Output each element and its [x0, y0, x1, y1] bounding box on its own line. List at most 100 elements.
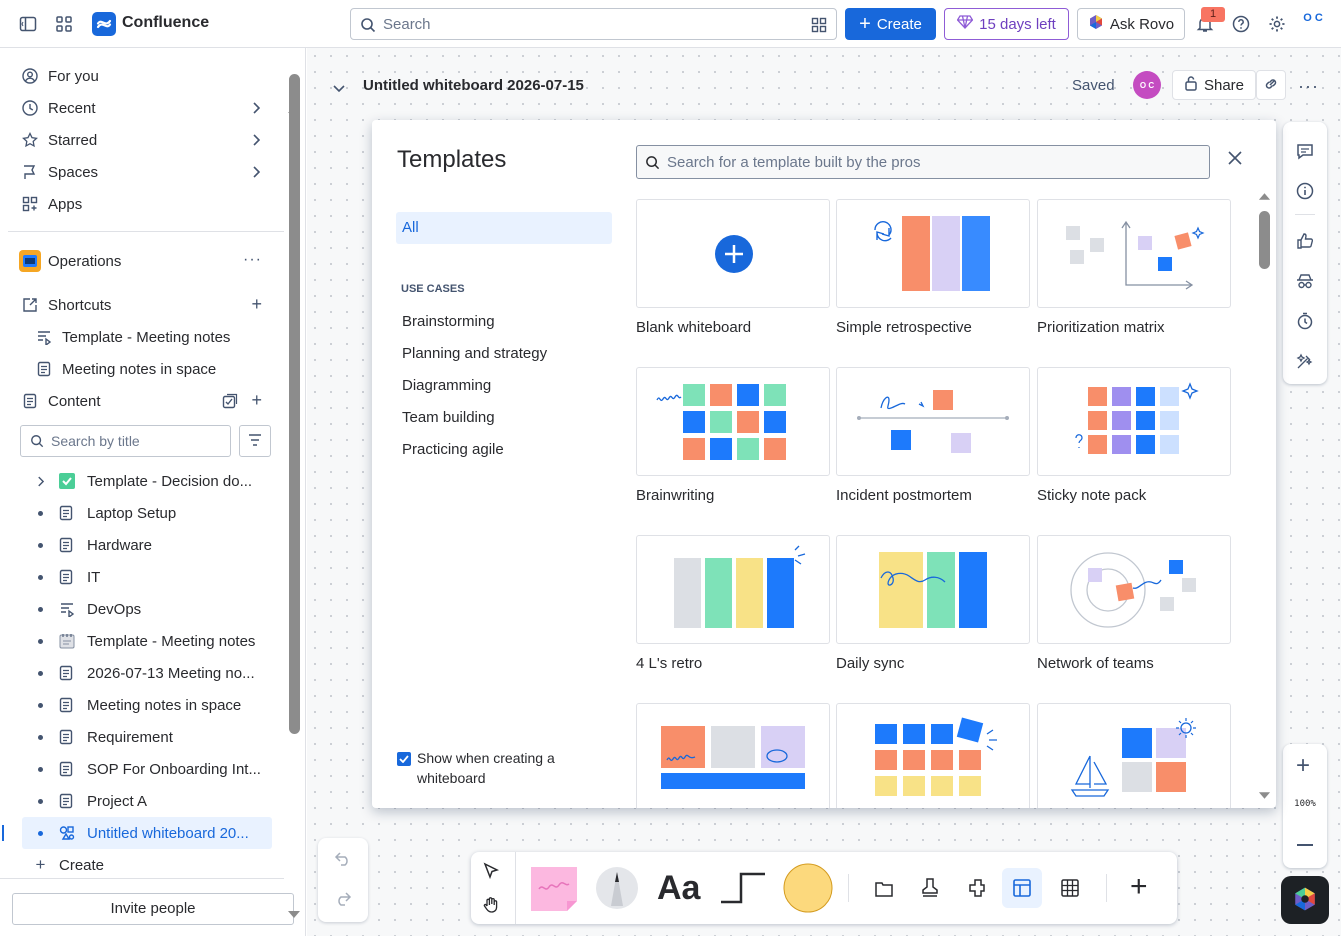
tree-item[interactable]: 2026-07-13 Meeting no... — [22, 657, 272, 689]
sidebar-toggle-icon[interactable] — [14, 10, 42, 38]
frame-tool-icon[interactable] — [874, 878, 894, 901]
chevron-right-icon[interactable] — [252, 133, 261, 150]
undo-icon[interactable] — [334, 852, 352, 869]
template-card[interactable] — [836, 703, 1030, 808]
sidebar-scroll-thumb[interactable] — [289, 74, 300, 734]
zoom-in-icon[interactable]: + — [1296, 752, 1311, 779]
template-card-blank-whiteboard[interactable] — [636, 199, 830, 308]
nav-spaces[interactable]: Spaces — [8, 156, 272, 188]
content-search-input[interactable]: Search by title — [20, 425, 231, 457]
template-card[interactable] — [636, 703, 830, 808]
show-on-create-checkbox[interactable] — [397, 752, 411, 766]
app-switcher-icon[interactable] — [50, 10, 78, 38]
collaborator-avatar[interactable]: O C — [1133, 71, 1161, 99]
trial-days-button[interactable]: 15 days left — [944, 8, 1069, 40]
shortcut-item[interactable]: Meeting notes in space — [22, 353, 286, 385]
add-content-icon[interactable]: + — [251, 390, 262, 410]
tree-item[interactable]: Requirement — [22, 721, 272, 753]
template-card-4ls-retro[interactable] — [636, 535, 830, 644]
zoom-level[interactable]: 100% — [1294, 799, 1316, 809]
category-item[interactable]: Planning and strategy — [402, 345, 548, 362]
connector-tool-icon[interactable] — [719, 872, 767, 907]
search-filter-icon[interactable] — [811, 17, 827, 33]
collapse-chevron-icon[interactable] — [333, 80, 345, 96]
tree-item[interactable]: Project A — [22, 785, 272, 817]
templates-tool-button-active[interactable] — [1002, 868, 1042, 908]
sticky-note-tool-icon[interactable] — [529, 865, 581, 916]
like-icon[interactable] — [1296, 232, 1314, 253]
template-search-input[interactable]: Search for a template built by the pros — [636, 145, 1210, 179]
create-button[interactable]: + Create — [845, 8, 936, 40]
category-item[interactable]: Team building — [402, 409, 495, 426]
help-icon[interactable] — [1227, 10, 1255, 38]
nav-starred[interactable]: Starred — [8, 124, 272, 156]
scroll-down-arrow-icon[interactable] — [287, 910, 301, 920]
app-name[interactable]: Confluence — [122, 14, 210, 31]
more-options-icon[interactable]: ··· — [243, 251, 262, 268]
space-operations[interactable]: Operations ··· — [8, 245, 272, 277]
timer-icon[interactable] — [1296, 312, 1314, 333]
filter-button[interactable] — [239, 425, 271, 457]
category-item[interactable]: Diagramming — [402, 377, 492, 394]
templates-scroll-thumb[interactable] — [1259, 211, 1270, 269]
incognito-icon[interactable] — [1296, 272, 1314, 293]
scroll-up-arrow-icon[interactable] — [1258, 191, 1271, 201]
template-card-simple-retrospective[interactable] — [836, 199, 1030, 308]
ask-rovo-button[interactable]: Ask Rovo — [1077, 8, 1185, 40]
nav-for-you[interactable]: For you — [8, 60, 272, 92]
copy-link-button[interactable] — [1256, 70, 1286, 100]
chevron-right-icon[interactable] — [252, 165, 261, 182]
template-card-brainwriting[interactable] — [636, 367, 830, 476]
show-on-create-label[interactable]: Show when creating a whiteboard — [417, 750, 555, 786]
template-card-sticky-note-pack[interactable] — [1037, 367, 1231, 476]
nav-apps[interactable]: Apps — [8, 188, 272, 220]
tree-item-selected[interactable]: Untitled whiteboard 20... — [2, 817, 272, 849]
info-icon[interactable] — [1296, 182, 1314, 203]
rovo-chat-button[interactable] — [1281, 876, 1329, 924]
select-cursor-icon[interactable] — [482, 862, 500, 883]
template-card-daily-sync[interactable] — [836, 535, 1030, 644]
tree-item[interactable]: SOP For Onboarding Int... — [22, 753, 272, 785]
redo-icon[interactable] — [334, 892, 352, 909]
template-card-prioritization-matrix[interactable] — [1037, 199, 1231, 308]
tree-item[interactable]: DevOps — [22, 593, 272, 625]
category-item[interactable]: Practicing agile — [402, 441, 504, 458]
shortcuts-header[interactable]: Shortcuts + — [8, 289, 272, 321]
chevron-right-icon[interactable] — [22, 476, 59, 487]
pen-tool-icon[interactable] — [595, 866, 639, 913]
add-shortcut-icon[interactable]: + — [251, 294, 262, 314]
integrations-tool-icon[interactable] — [966, 877, 988, 902]
chevron-right-icon[interactable] — [252, 101, 261, 118]
template-card-incident-postmortem[interactable] — [836, 367, 1030, 476]
template-card-network-of-teams[interactable] — [1037, 535, 1231, 644]
tree-item[interactable]: Hardware — [22, 529, 272, 561]
category-all[interactable]: All — [396, 212, 612, 244]
shape-tool-icon[interactable] — [783, 863, 833, 916]
scroll-down-arrow-icon[interactable] — [1258, 791, 1271, 801]
comment-icon[interactable] — [1296, 142, 1314, 163]
confluence-logo-icon[interactable] — [92, 12, 116, 36]
invite-people-button[interactable]: Invite people — [12, 893, 294, 925]
magic-edit-icon[interactable] — [1296, 352, 1314, 373]
zoom-out-icon[interactable] — [1297, 844, 1313, 846]
more-actions-icon[interactable]: ··· — [1298, 76, 1319, 96]
text-tool-icon[interactable]: Aa — [657, 869, 701, 907]
settings-gear-icon[interactable] — [1263, 10, 1291, 38]
global-search-input[interactable]: Search — [350, 8, 837, 40]
stamp-tool-icon[interactable] — [920, 877, 940, 902]
sidebar-create-button[interactable]: + Create — [22, 849, 272, 881]
more-tools-plus-icon[interactable]: + — [1130, 870, 1148, 903]
category-item[interactable]: Brainstorming — [402, 313, 495, 330]
content-header[interactable]: Content + — [8, 385, 272, 417]
tree-item[interactable]: IT — [22, 561, 272, 593]
tree-item[interactable]: Template - Meeting notes — [22, 625, 272, 657]
close-icon[interactable] — [1228, 151, 1242, 168]
hand-pan-icon[interactable] — [482, 896, 500, 917]
nav-recent[interactable]: Recent — [8, 92, 272, 124]
tree-item[interactable]: Laptop Setup — [22, 497, 272, 529]
template-card[interactable] — [1037, 703, 1231, 808]
shortcut-item[interactable]: Template - Meeting notes — [22, 321, 286, 353]
share-button[interactable]: Share — [1172, 70, 1256, 100]
tree-item[interactable]: Template - Decision do... — [22, 465, 272, 497]
page-title[interactable]: Untitled whiteboard 2026-07-15 — [363, 77, 584, 94]
